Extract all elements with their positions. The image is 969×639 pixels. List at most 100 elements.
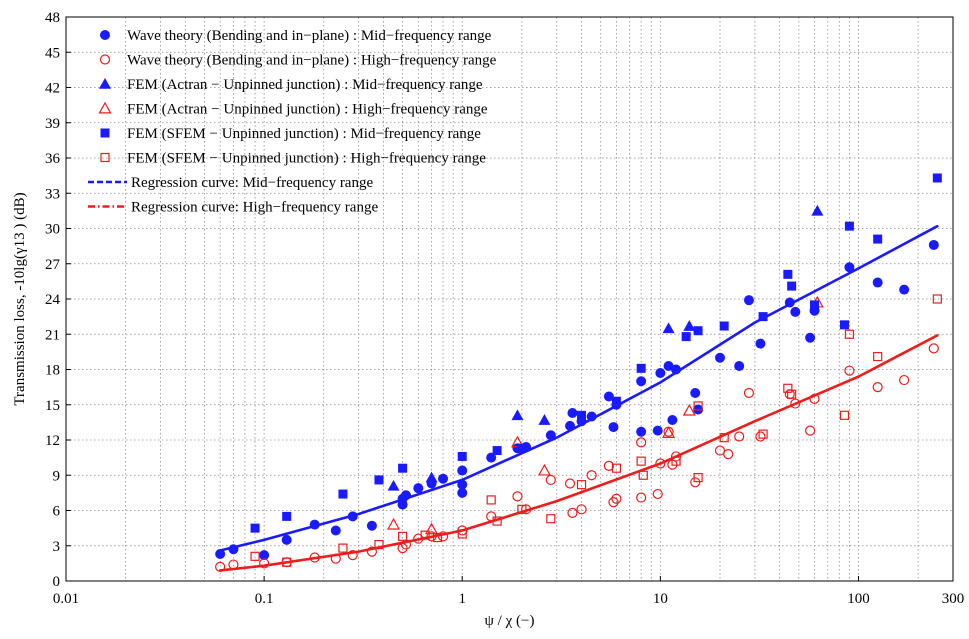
data-point [537,463,551,476]
data-point [844,365,855,376]
data-point [577,410,587,420]
data-point [844,221,854,231]
data-point [457,529,467,539]
data-point [652,488,663,500]
data-point [758,429,768,439]
data-point [743,295,754,306]
data-point [844,329,855,339]
data-point [457,465,468,476]
data-point [309,519,320,530]
data-point [719,433,729,443]
y-tick-label: 18 [45,363,60,379]
data-point [282,557,292,567]
data-point [586,470,597,481]
data-point [426,531,437,542]
data-point [366,520,377,531]
x-tick-label: 100 [847,591,870,607]
data-point [805,332,816,343]
data-point [400,490,411,501]
data-point [457,487,468,498]
data-point [567,407,578,418]
data-point [636,456,646,466]
data-point [282,511,292,521]
data-point [397,531,408,541]
data-point [734,360,745,371]
data-point [723,449,734,460]
y-axis-title: Transmission loss, -10lg(γ13 ) (dB) [12,192,28,405]
data-point [682,403,696,416]
data-point [413,483,424,494]
data-point [873,234,883,244]
data-point [397,542,408,554]
data-point [693,473,703,483]
series-3 [387,295,824,535]
data-point [517,504,527,514]
x-tick-label: 1 [458,591,466,607]
data-point [899,284,910,295]
data-point [546,514,556,524]
y-tick-label: 9 [53,468,61,484]
data-point [608,422,619,433]
data-point [783,269,793,279]
data-point [872,382,883,393]
series-1 [215,343,939,573]
regression-curves [218,224,939,572]
y-tick-label: 45 [45,45,60,61]
x-tick-label: 0.01 [53,591,79,607]
data-point [693,326,703,336]
data-point [330,553,341,564]
data-point [603,460,615,471]
data-point [844,262,855,273]
legend-label: FEM (SFEM − Unpinned junction) : Mid−fre… [127,126,481,142]
data-point [714,445,726,456]
data-point [576,504,587,515]
data-point [250,523,260,533]
legend-marker [100,128,110,138]
y-tick-label: 39 [45,116,60,132]
data-point [839,320,849,330]
data-point [734,431,745,442]
data-point [690,388,701,398]
data-markers [215,173,942,573]
y-tick-label: 24 [45,292,61,308]
data-point [387,479,400,491]
data-point [758,312,768,322]
data-point [387,517,401,530]
regression-line-mid [218,224,939,552]
data-point [366,546,378,557]
data-point [432,532,443,543]
data-point [872,277,883,288]
x-axis-title: ψ / χ (−) [485,613,535,629]
data-point [437,531,449,542]
data-point [486,452,497,463]
data-point [790,398,801,409]
data-point [374,539,384,550]
data-point [486,511,497,522]
data-point [347,511,358,522]
data-point [663,360,674,371]
data-point [693,401,703,411]
legend-label: Wave theory (Bending and in−plane) : Hig… [127,53,497,69]
data-point [438,473,449,484]
data-point [899,374,910,386]
data-point [611,493,622,504]
data-point [683,320,696,331]
data-point [492,446,502,456]
data-point [250,551,260,561]
data-point [228,559,239,570]
legend-marker [98,101,112,114]
data-point [338,543,348,553]
legend-marker [100,30,110,40]
data-point [611,396,621,406]
data-point [486,495,496,505]
regression-line-high [218,334,939,572]
data-point [281,534,292,545]
data-point [512,491,523,502]
data-point [932,173,942,183]
data-point [538,414,551,425]
y-tick-label: 36 [45,151,61,167]
data-point [608,497,619,508]
data-point [655,458,666,469]
data-point [655,368,666,379]
